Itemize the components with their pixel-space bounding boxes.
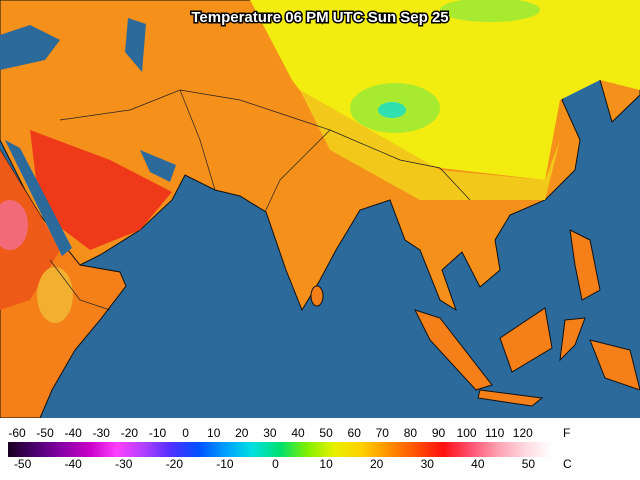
fahrenheit-label: 90 bbox=[432, 426, 446, 440]
celsius-label: -40 bbox=[65, 457, 83, 471]
fahrenheit-label: 80 bbox=[404, 426, 418, 440]
fahrenheit-unit: F bbox=[563, 426, 570, 440]
fahrenheit-label: 20 bbox=[235, 426, 249, 440]
fahrenheit-label: 30 bbox=[263, 426, 277, 440]
celsius-label: -20 bbox=[166, 457, 184, 471]
map-title: Temperature 06 PM UTC Sun Sep 25 bbox=[191, 9, 448, 26]
celsius-label: -50 bbox=[14, 457, 32, 471]
fahrenheit-label: 50 bbox=[319, 426, 333, 440]
celsius-label: 20 bbox=[370, 457, 384, 471]
fahrenheit-label: 0 bbox=[182, 426, 189, 440]
fahrenheit-label: 70 bbox=[376, 426, 390, 440]
fahrenheit-label: 120 bbox=[513, 426, 533, 440]
fahrenheit-label: 60 bbox=[348, 426, 362, 440]
celsius-label: 40 bbox=[471, 457, 485, 471]
fahrenheit-label: -50 bbox=[36, 426, 54, 440]
fahrenheit-label: 10 bbox=[207, 426, 221, 440]
celsius-label: -10 bbox=[216, 457, 234, 471]
fahrenheit-label: -40 bbox=[65, 426, 83, 440]
fahrenheit-label: -20 bbox=[121, 426, 139, 440]
fahrenheit-label: -10 bbox=[149, 426, 167, 440]
fahrenheit-label: 110 bbox=[485, 426, 504, 440]
fahrenheit-label: -60 bbox=[8, 426, 26, 440]
fahrenheit-label: -30 bbox=[93, 426, 111, 440]
celsius-label: 30 bbox=[421, 457, 435, 471]
celsius-label: 0 bbox=[272, 457, 279, 471]
fahrenheit-label: 100 bbox=[457, 426, 477, 440]
celsius-label: 50 bbox=[522, 457, 536, 471]
celsius-unit: C bbox=[563, 457, 572, 471]
landmass bbox=[0, 0, 640, 419]
celsius-label: 10 bbox=[319, 457, 333, 471]
celsius-label: -30 bbox=[115, 457, 133, 471]
color-scale bbox=[8, 442, 552, 457]
fahrenheit-label: 40 bbox=[291, 426, 305, 440]
